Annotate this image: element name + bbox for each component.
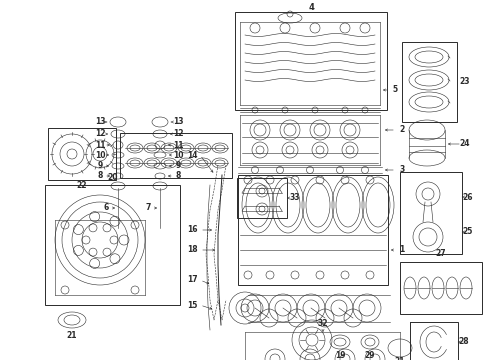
Text: 21: 21 (67, 330, 77, 339)
Text: 11: 11 (173, 140, 183, 149)
Bar (237, 178, 287, 218)
Text: 19: 19 (335, 351, 345, 360)
Text: 15: 15 (187, 301, 197, 310)
Text: 9: 9 (175, 162, 181, 171)
Text: 31: 31 (395, 357, 405, 360)
Text: 11: 11 (95, 140, 105, 149)
Text: 8: 8 (175, 171, 181, 180)
Text: 4: 4 (308, 3, 314, 12)
Text: 18: 18 (187, 246, 197, 255)
Text: 10: 10 (173, 150, 183, 159)
Text: 26: 26 (463, 193, 473, 202)
Bar (410, 322, 458, 360)
Text: 14: 14 (187, 150, 197, 159)
Text: 1: 1 (399, 246, 405, 255)
Bar (48, 128, 116, 180)
Text: 6: 6 (103, 203, 109, 212)
Text: 23: 23 (460, 77, 470, 86)
Text: 9: 9 (98, 162, 102, 171)
Text: 12: 12 (173, 130, 183, 139)
Text: 3: 3 (399, 166, 405, 175)
Text: 22: 22 (77, 181, 87, 190)
Text: 13: 13 (173, 117, 183, 126)
Text: 25: 25 (463, 228, 473, 237)
Text: 13: 13 (95, 117, 105, 126)
Bar (238, 175, 388, 285)
Text: 16: 16 (187, 225, 197, 234)
Text: 10: 10 (95, 150, 105, 159)
Bar (400, 172, 462, 254)
Text: 7: 7 (146, 203, 151, 212)
Bar (235, 12, 387, 110)
Text: 8: 8 (98, 171, 103, 180)
Text: 33: 33 (290, 194, 300, 202)
Text: 24: 24 (460, 139, 470, 148)
Text: 27: 27 (436, 248, 446, 257)
Text: 20: 20 (107, 172, 118, 181)
Bar (45, 185, 180, 305)
Text: 5: 5 (392, 85, 397, 94)
Bar (400, 262, 482, 314)
Text: 17: 17 (187, 275, 197, 284)
Text: 2: 2 (399, 126, 405, 135)
Text: 29: 29 (365, 351, 375, 360)
Text: 32: 32 (318, 320, 328, 328)
Bar (402, 42, 457, 122)
Text: 12: 12 (95, 130, 105, 139)
Text: 28: 28 (459, 338, 469, 346)
Bar (120, 133, 232, 178)
